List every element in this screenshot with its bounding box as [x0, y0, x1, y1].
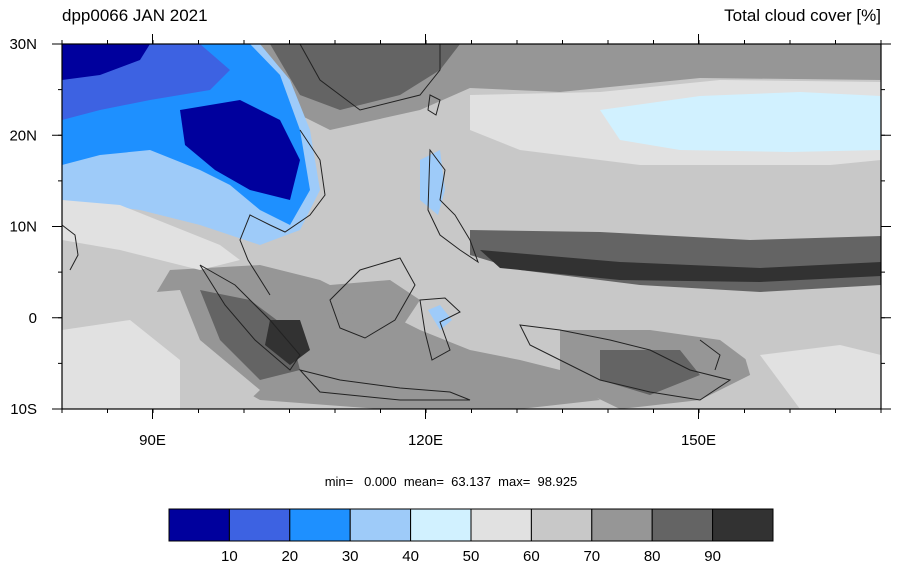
map-field [62, 44, 881, 409]
colorbar-box [168, 508, 230, 542]
colorbar-labels: 10 20 30 40 50 60 70 80 90 [0, 548, 902, 568]
colorbar-box [228, 508, 291, 542]
colorbar-box [712, 508, 774, 542]
colorbar [168, 508, 774, 542]
lat-tick-label: 10S [10, 401, 37, 418]
colorbar-label: 70 [583, 548, 601, 565]
colorbar-box [591, 508, 653, 542]
colorbar-label: 10 [221, 548, 238, 565]
colorbar-box [289, 508, 351, 542]
axis-ticks [52, 34, 891, 419]
colorbar-label: 20 [281, 548, 299, 565]
colorbar-label: 30 [341, 548, 359, 565]
colorbar-box [349, 508, 412, 542]
title-left: dpp0066 JAN 2021 [62, 6, 208, 25]
lat-tick-label: 20N [9, 127, 37, 144]
lat-tick-label: 10N [9, 219, 37, 236]
colorbar-label: 60 [523, 548, 540, 565]
axis-tick-labels: 30N 20N 10N 0 10S 90E 120E 150E [9, 36, 716, 449]
lon-tick-label: 150E [681, 432, 716, 449]
lon-tick-label: 90E [139, 432, 166, 449]
colorbar-box [410, 508, 472, 542]
colorbar-box [530, 508, 593, 542]
colorbar-box [651, 508, 714, 542]
colorbar-label: 80 [643, 548, 661, 565]
title-right: Total cloud cover [%] [724, 6, 881, 25]
stats-summary: min= 0.000 mean= 63.137 max= 98.925 [324, 474, 578, 489]
colorbar-label: 50 [462, 548, 480, 565]
colorbar-label: 90 [704, 548, 721, 565]
lat-tick-label: 30N [9, 36, 37, 53]
colorbar-label: 40 [402, 548, 419, 565]
colorbar-box [470, 508, 532, 542]
lon-tick-label: 120E [408, 432, 443, 449]
lat-tick-label: 0 [29, 310, 37, 327]
